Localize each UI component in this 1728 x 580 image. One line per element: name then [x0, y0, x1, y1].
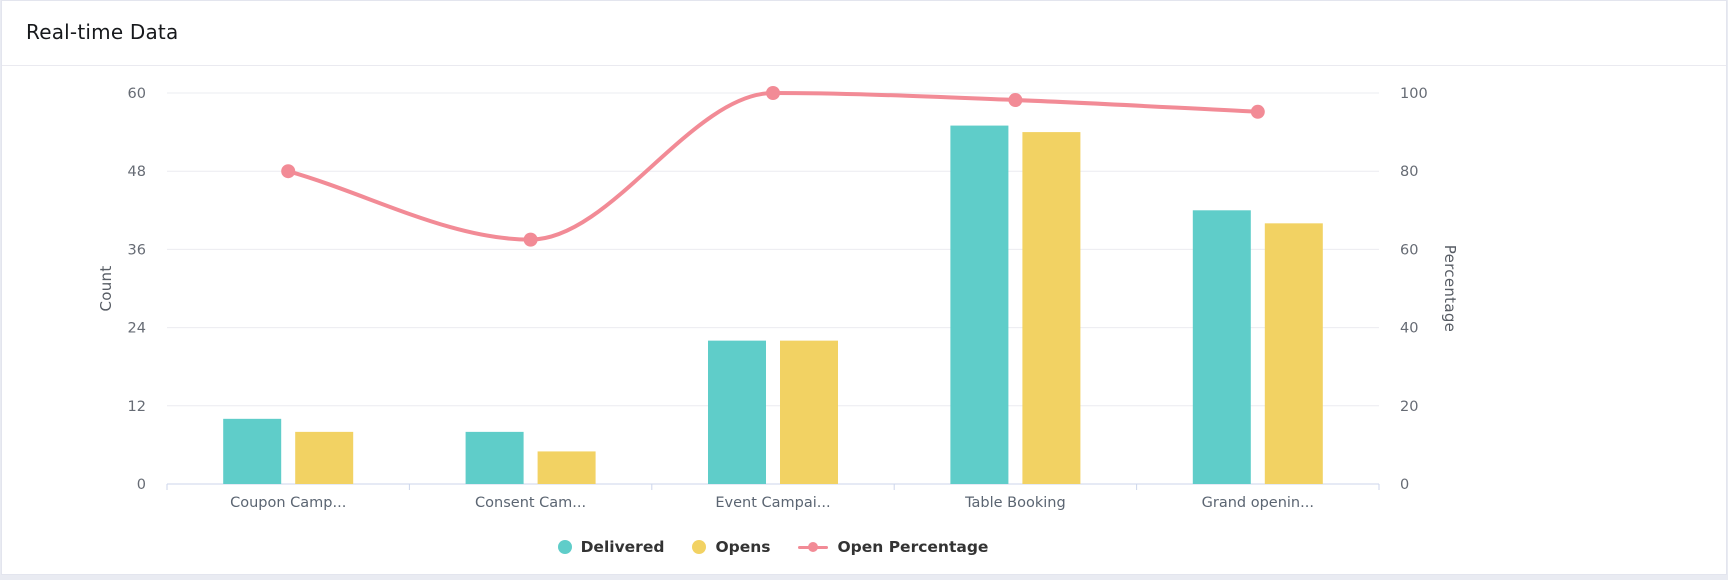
legend-item-open-percentage[interactable]: Open Percentage — [798, 538, 988, 556]
right-axis-tick-label: 60 — [1400, 242, 1418, 258]
card-title: Real-time Data — [26, 20, 179, 44]
left-axis-tick-label: 60 — [128, 86, 146, 102]
legend-circle-marker-delivered — [557, 540, 572, 554]
category-label-table-booking: Table Booking — [964, 495, 1066, 511]
category-label-event-campai: Event Campai... — [715, 495, 830, 511]
bar-delivered-4[interactable] — [1192, 210, 1251, 485]
bar-opens-1[interactable] — [537, 451, 596, 484]
open-percentage-line — [286, 90, 1260, 242]
open-percentage-point-0[interactable] — [281, 164, 296, 179]
legend-item-delivered[interactable]: Delivered — [557, 538, 665, 556]
chart-canvas: 0 12 24 36 48 60 0 20 40 60 80 100 Coupon Camp... Con… — [97, 86, 1459, 511]
legend-label-open-percentage: Open Percentage — [837, 538, 989, 556]
left-axis-tick-label: 24 — [128, 321, 146, 337]
right-axis-tick-label: 80 — [1400, 164, 1418, 180]
card-header: Real-time Data — [2, 1, 1726, 66]
bar-opens-3[interactable] — [1022, 132, 1081, 484]
legend-line-dot — [808, 542, 819, 552]
legend-line-marker-open-percentage — [798, 541, 829, 553]
left-axis-tick-label: 0 — [137, 477, 146, 493]
open-percentage-point-2[interactable] — [766, 86, 780, 100]
bar-opens-2[interactable] — [780, 340, 838, 484]
legend-label-delivered: Delivered — [580, 538, 665, 556]
right-axis-tick-label: 0 — [1400, 477, 1409, 493]
chart-legend: Delivered Opens Open Percentage — [167, 533, 1379, 561]
legend-label-opens: Opens — [715, 538, 771, 556]
category-label-grand-openin: Grand openin... — [1202, 495, 1314, 511]
right-axis-tick-label: 100 — [1400, 86, 1428, 102]
label-layer: 0 12 24 36 48 60 0 20 40 60 80 100 Coupon Camp... Con… — [128, 86, 1428, 511]
bar-delivered-0[interactable] — [223, 418, 282, 484]
left-axis-tick-label: 36 — [128, 242, 146, 258]
legend-item-opens[interactable]: Opens — [692, 538, 770, 556]
category-label-consent-cam: Consent Cam... — [475, 495, 586, 511]
left-axis-title: Count — [97, 265, 115, 311]
open-percentage-point-4[interactable] — [1250, 104, 1265, 119]
realtime-chart: 0 12 24 36 48 60 0 20 40 60 80 100 Coupon Camp... Con… — [2, 67, 1726, 574]
left-axis-tick-label: 48 — [128, 164, 146, 180]
right-axis-tick-label: 40 — [1400, 321, 1418, 337]
legend-circle-marker-opens — [692, 540, 707, 554]
category-label-coupon-camp: Coupon Camp... — [230, 495, 346, 511]
bar-delivered-2[interactable] — [708, 340, 766, 484]
bar-delivered-1[interactable] — [465, 431, 524, 484]
open-percentage-point-1[interactable] — [523, 232, 538, 247]
right-axis-tick-label: 20 — [1400, 399, 1418, 415]
bar-opens-0[interactable] — [295, 431, 354, 484]
bar-delivered-3[interactable] — [950, 125, 1009, 485]
right-axis-title: Percentage — [1441, 245, 1459, 332]
bar-opens-4[interactable] — [1264, 223, 1323, 485]
open-percentage-point-3[interactable] — [1008, 93, 1023, 108]
left-axis-tick-label: 12 — [128, 399, 146, 415]
series-layer — [223, 86, 1323, 485]
